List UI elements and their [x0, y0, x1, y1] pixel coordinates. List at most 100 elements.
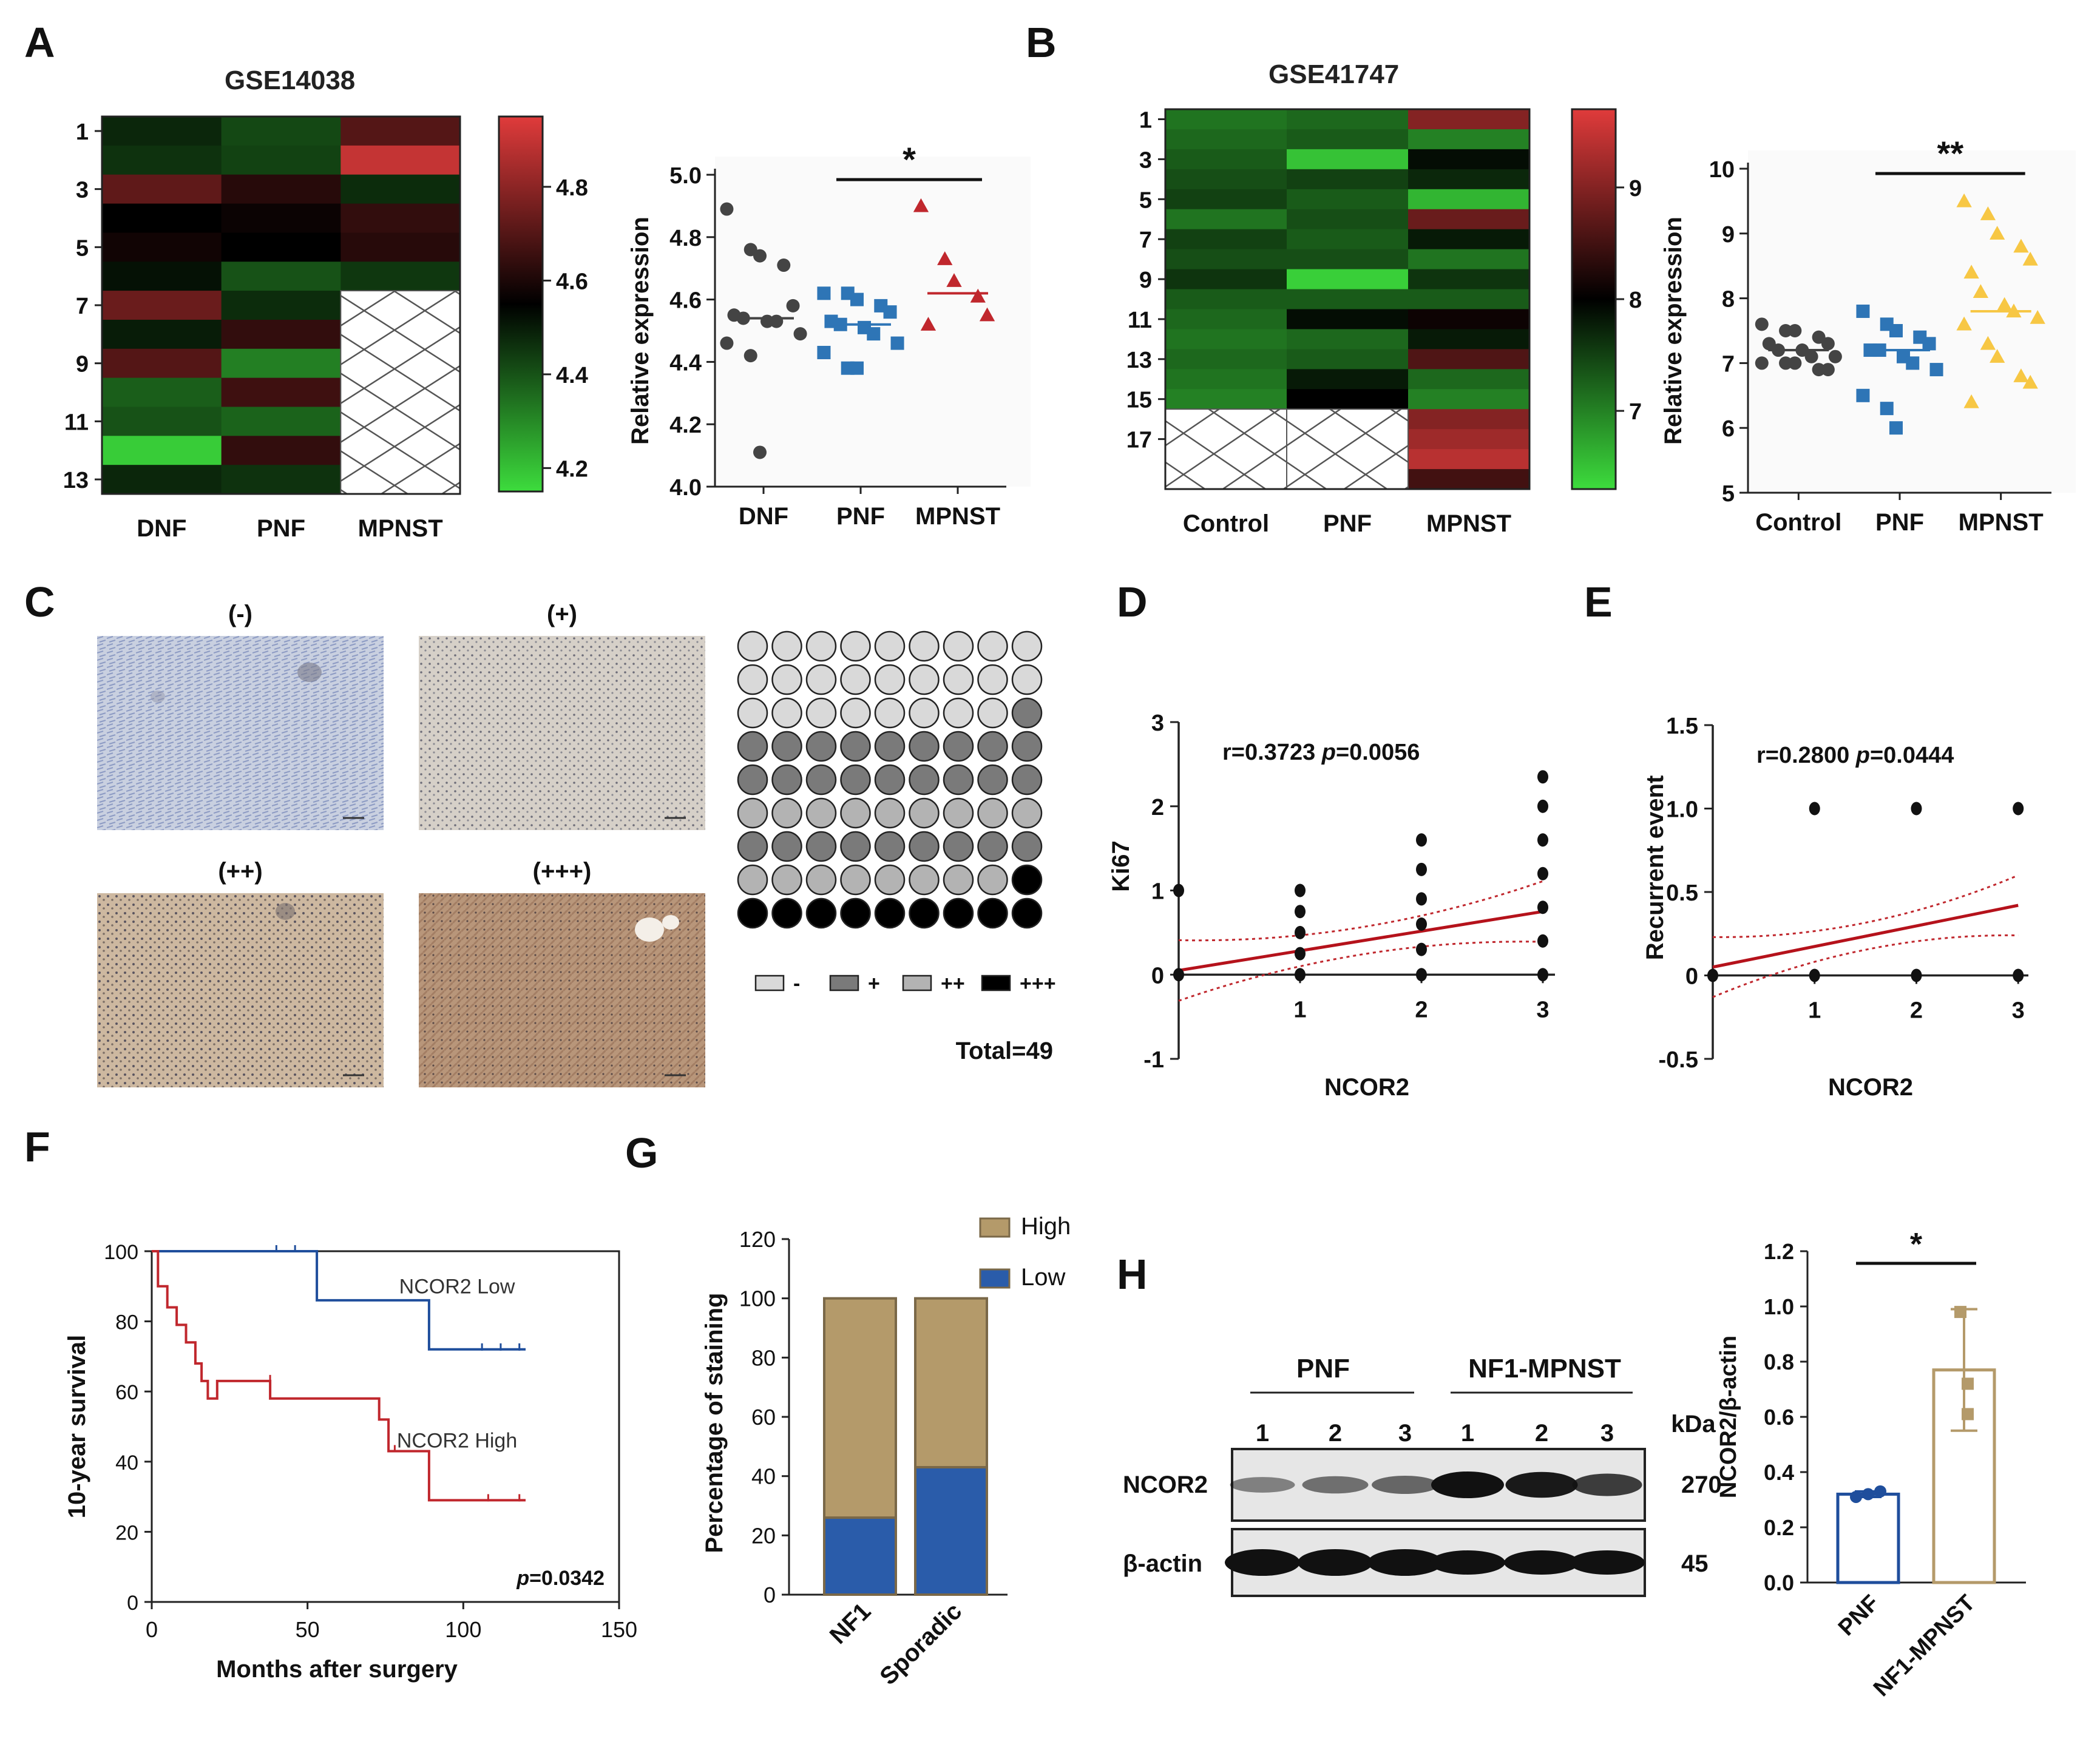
grid-circle	[943, 731, 974, 762]
grid-circle	[840, 764, 871, 796]
x-axis-label: Months after surgery	[216, 1656, 458, 1683]
heatmap-cell	[1165, 229, 1287, 250]
heatmap-cell	[221, 203, 341, 233]
grid-circle	[943, 630, 974, 662]
data-point	[793, 327, 807, 341]
heatmap-cell	[1287, 189, 1409, 210]
grid-circle	[771, 764, 802, 796]
grid-circle	[840, 630, 871, 662]
data-point	[1990, 349, 2005, 363]
data-point	[1862, 1488, 1874, 1501]
correlation-p-value: =0.0056	[1336, 740, 1420, 765]
heatmap-cell	[1165, 149, 1287, 170]
heatmap-cell	[1165, 189, 1287, 210]
y-axis-label: Relative expression	[627, 217, 654, 445]
heatmap-cell	[1165, 249, 1287, 270]
grid-circle	[1011, 897, 1043, 929]
grid-circle	[874, 664, 906, 695]
heatmap-row-label: 13	[1126, 348, 1152, 373]
grid-circle	[977, 864, 1008, 896]
heatmap-cell	[1408, 229, 1530, 250]
grid-circle	[840, 731, 871, 762]
blot-group-mpnst: NF1-MPNST	[1468, 1354, 1621, 1383]
data-point	[1821, 337, 1835, 351]
heatmap-frame	[1164, 108, 1531, 490]
y-axis-label: NCOR2/β-actin	[1716, 1336, 1741, 1498]
data-point	[1809, 968, 1820, 982]
heatmap-cell	[1408, 189, 1530, 210]
y-tick-label: 9	[1722, 222, 1735, 248]
heatmap-cell	[102, 203, 222, 233]
data-point	[1537, 900, 1548, 914]
y-tick-label: 5.0	[669, 163, 702, 189]
y-tick-label: 1.0	[1666, 797, 1698, 823]
data-point	[2022, 374, 2038, 389]
data-point	[1889, 324, 1903, 337]
data-point	[1788, 324, 1802, 337]
heatmap-cell	[1165, 349, 1287, 370]
grid-circle	[874, 697, 906, 729]
heatmap-row-label: 13	[63, 468, 89, 493]
heatmap-cell	[1408, 309, 1530, 330]
x-tick-label: 3	[1536, 997, 1549, 1022]
data-point	[1954, 1306, 1966, 1319]
heatmap-cell	[102, 291, 222, 320]
data-point	[1880, 402, 1894, 416]
regression-line	[1178, 910, 1543, 972]
grid-circle	[771, 697, 802, 729]
confidence-band-upper	[1178, 880, 1543, 942]
heatmap-column-label: Control	[1183, 510, 1269, 537]
grid-circle	[943, 797, 974, 829]
confidence-band-lower	[1712, 934, 2019, 998]
data-point	[979, 307, 995, 322]
confidence-band-upper	[1712, 874, 2019, 938]
grid-circle	[1011, 831, 1043, 862]
x-tick-label: NF1-MPNST	[1869, 1590, 1980, 1701]
grid-circle	[943, 897, 974, 929]
y-tick-label: -0.5	[1659, 1047, 1698, 1073]
legend-swatch-high	[979, 1217, 1011, 1238]
heatmap-cell	[1165, 109, 1287, 130]
y-tick-label: 5	[1722, 481, 1735, 507]
grid-circle	[737, 697, 768, 729]
data-point	[1537, 867, 1548, 880]
data-point	[1416, 862, 1427, 876]
blot-kda-actin: 45	[1681, 1550, 1709, 1577]
data-point	[1537, 770, 1548, 784]
blot-lane-number: 1	[1256, 1420, 1269, 1447]
data-point	[1963, 394, 1979, 408]
data-point	[1779, 324, 1793, 337]
blot-band	[1570, 1550, 1645, 1575]
heatmap-row-label: 17	[1126, 428, 1152, 453]
grid-circle	[909, 630, 940, 662]
grid-circle	[737, 797, 768, 829]
blot-kda-ncor2: 270	[1681, 1471, 1722, 1498]
y-tick-label: 1.0	[1764, 1294, 1794, 1319]
ihc-title-ppp: (+++)	[532, 858, 592, 885]
heatmap-cell	[1287, 249, 1409, 270]
grid-circle	[909, 664, 940, 695]
heatmap-cell	[1287, 229, 1409, 250]
bar-low	[823, 1516, 897, 1596]
blot-band	[1230, 1477, 1295, 1493]
y-axis-label: Ki67	[1108, 840, 1134, 892]
ihc-image-double-positive	[97, 893, 384, 1087]
heatmap-column-label: PNF	[1323, 510, 1372, 537]
grid-circle	[840, 864, 871, 896]
blot-band	[1367, 1549, 1443, 1576]
colorbar	[1571, 108, 1617, 490]
survival-curve	[152, 1250, 526, 1351]
x-tick-label: PNF	[1875, 509, 1924, 536]
data-point	[1416, 917, 1427, 931]
y-axis-label: Percentage of staining	[701, 1293, 728, 1553]
y-tick-label: -1	[1143, 1047, 1164, 1073]
y-tick-label: 3	[1151, 711, 1164, 736]
blot-lane-number: 2	[1329, 1420, 1342, 1447]
data-point	[1929, 363, 1943, 377]
heatmap-row-label: 1	[76, 120, 89, 145]
x-tick-label: 150	[601, 1617, 637, 1642]
data-point	[1973, 284, 1989, 299]
grid-circle	[771, 897, 802, 929]
y-tick-label: 0.6	[1764, 1405, 1794, 1430]
data-point	[1956, 193, 1972, 208]
